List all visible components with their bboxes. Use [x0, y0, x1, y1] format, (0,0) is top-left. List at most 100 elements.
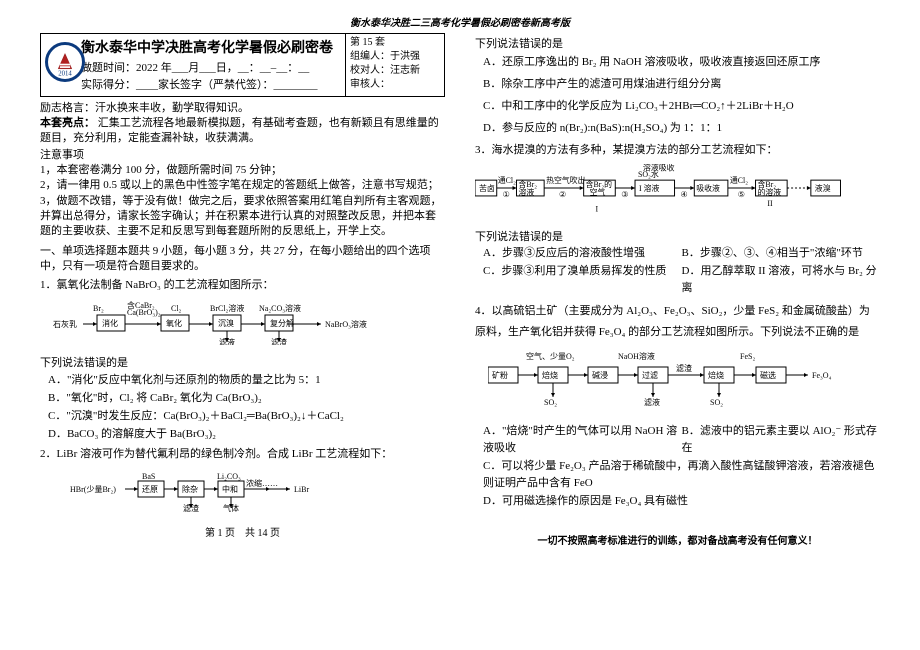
- svg-text:中和: 中和: [222, 484, 238, 494]
- svg-text:BrCl₂溶液: BrCl₂溶液: [210, 303, 244, 313]
- svg-text:Na₂CO₃溶液: Na₂CO₃溶液: [259, 303, 301, 313]
- note-item: 2，请一律用 0.5 或以上的黑色中性签字笔在规定的答题纸上做答，注意书写规范；: [40, 178, 445, 193]
- option-C: C．中和工序中的化学反应为 Li₂CO₃＋2HBr═CO₂↑＋2LiBr＋H₂O: [483, 96, 880, 117]
- notes-block: 注意事项 1，本套密卷满分 100 分，做题所需时间 75 分钟； 2，请一律用…: [40, 148, 445, 240]
- svg-text:NaOH溶液: NaOH溶液: [618, 351, 655, 361]
- question-1: 1．氯氧化法制备 NaBrO₃ 的工艺流程如图所示： text{font-siz…: [40, 278, 445, 443]
- svg-text:BaS: BaS: [142, 472, 155, 481]
- page-footer-right: 一切不按照高考标准进行的训练，都对备战高考没有任何意义！: [475, 532, 880, 547]
- option-C: C．"沉溴"时发生反应：Ca(BrO₃)₂＋BaCl₂═Ba(BrO₃)₂↓＋C…: [48, 408, 445, 425]
- notes-title: 注意事项: [40, 148, 445, 163]
- option-D: D．可用磁选操作的原因是 Fe₃O₄ 具有磁性: [483, 493, 880, 510]
- q4-stem: 4．以高硫铝土矿（主要成分为 Al₂O₃、Fe₂O₃、SiO₂，少量 FeS₂ …: [475, 301, 880, 343]
- svg-text:I 溶液: I 溶液: [639, 183, 659, 193]
- q3-stem: 3．海水提溴的方法有多种，某提溴方法的部分工艺流程如下：: [475, 143, 880, 158]
- q3-flowchart-icon: text{font-size:7.5px;font-family:SimSun}…: [475, 164, 880, 223]
- checker: 审核人：: [350, 78, 440, 92]
- set-number: 第 15 套: [350, 36, 440, 50]
- svg-text:2014: 2014: [58, 71, 72, 78]
- highlight-text: 汇集工艺流程各地最新模拟题，有基础考查题，也有新颖且有思维量的题目，充分利用，定…: [40, 117, 439, 144]
- q3-options: A．步骤③反应后的溶液酸性增强 B．步骤②、③、④相当于"浓缩"环节 C．步骤③…: [483, 245, 880, 297]
- option-B: B．"氧化"时，Cl₂ 将 CaBr₂ 氧化为 Ca(BrO₃)₂: [48, 390, 445, 407]
- option-B: B．步骤②、③、④相当于"浓缩"环节: [682, 245, 881, 262]
- q1-post: 下列说法错误的是: [40, 356, 445, 371]
- running-header: 衡水泰华决胜二三高考化学暑假必刷密卷新高考版: [0, 0, 920, 33]
- svg-text:溶液吸收: 溶液吸收: [643, 164, 675, 172]
- q3-post: 下列说法错误的是: [475, 230, 880, 245]
- q2-continued: 下列说法错误的是 A．还原工序逸出的 Br₂ 用 NaOH 溶液吸收，吸收液直接…: [475, 37, 880, 139]
- highlight-row: 本套亮点： 汇集工艺流程各地最新模拟题，有基础考查题，也有新颖且有思维量的题目，…: [40, 116, 445, 146]
- note-item: 1，本套密卷满分 100 分，做题所需时间 75 分钟；: [40, 163, 445, 178]
- svg-text:Cl₂: Cl₂: [171, 304, 182, 313]
- title-box: 2014 衡水泰华中学决胜高考化学暑假必刷密卷 做题时间：2022 年___月_…: [40, 33, 445, 97]
- svg-text:苦卤: 苦卤: [479, 183, 495, 193]
- question-2: 2．LiBr 溶液可作为替代氟利昂的绿色制冷剂。合成 LiBr 工艺流程如下： …: [40, 447, 445, 518]
- svg-text:通Cl₂: 通Cl₂: [730, 175, 748, 185]
- svg-text:SO₂: SO₂: [710, 398, 723, 407]
- page: 衡水泰华决胜二三高考化学暑假必刷密卷新高考版 2014 衡水泰华中学决胜: [0, 0, 920, 650]
- option-B: B．滤液中的铝元素主要以 AlO₂⁻ 形式存在: [682, 423, 881, 457]
- svg-text:Ca(BrO₃)₂: Ca(BrO₃)₂: [127, 308, 161, 317]
- svg-text:③: ③: [621, 190, 628, 199]
- option-A: A．步骤③反应后的溶液酸性增强: [483, 245, 682, 262]
- svg-text:消化: 消化: [102, 318, 118, 328]
- intro-block: 励志格言：汗水换来丰收，勤学取得知识。 本套亮点： 汇集工艺流程各地最新模拟题，…: [40, 101, 445, 146]
- q2-flowchart-icon: text{font-size:8px;font-family:SimSun} H…: [40, 468, 445, 517]
- svg-text:碱浸: 碱浸: [592, 371, 608, 380]
- svg-text:空气、少量O₂: 空气、少量O₂: [526, 351, 575, 361]
- option-row-CD: C．步骤③利用了溴单质易挥发的性质 D．用乙醇萃取 II 溶液，可将水与 Br₂…: [483, 263, 880, 297]
- option-D: D．参与反应的 n(Br₂):n(BaS):n(H₂SO₄) 为 1：1：1: [483, 118, 880, 139]
- svg-text:通Cl₂: 通Cl₂: [498, 175, 516, 185]
- svg-text:Fe₃O₄: Fe₃O₄: [812, 371, 832, 380]
- svg-text:溶液: 溶液: [518, 187, 534, 197]
- svg-text:焙烧: 焙烧: [708, 370, 724, 380]
- page-footer-left: 第 1 页 共 14 页: [40, 524, 445, 539]
- svg-text:氧化: 氧化: [166, 318, 182, 328]
- school-logo-icon: 2014: [45, 42, 85, 82]
- svg-text:过滤: 过滤: [642, 370, 658, 380]
- q2-stem: 2．LiBr 溶液可作为替代氟利昂的绿色制冷剂。合成 LiBr 工艺流程如下：: [40, 447, 445, 462]
- question-4: 4．以高硫铝土矿（主要成分为 Al₂O₃、Fe₂O₃、SiO₂，少量 FeS₂ …: [475, 301, 880, 510]
- svg-text:Br₂: Br₂: [93, 304, 104, 313]
- svg-text:气体: 气体: [223, 503, 239, 512]
- q4-options: A．"焙烧"时产生的气体可以用 NaOH 溶液吸收 B．滤液中的铝元素主要以 A…: [483, 423, 880, 510]
- section-1-title: 一、单项选择题本题共 9 小题，每小题 3 分，共 27 分，在每小题给出的四个…: [40, 244, 445, 274]
- q2-post: 下列说法错误的是: [475, 37, 880, 52]
- q1-options: A．"消化"反应中氧化剂与还原剂的物质的量之比为 5：1 B．"氧化"时，Cl₂…: [48, 372, 445, 443]
- svg-text:I: I: [596, 205, 599, 214]
- option-A: A．"消化"反应中氧化剂与还原剂的物质的量之比为 5：1: [48, 372, 445, 389]
- svg-text:磁选: 磁选: [760, 370, 776, 380]
- option-A: A．还原工序逸出的 Br₂ 用 NaOH 溶液吸收，吸收液直接返回还原工序: [483, 52, 880, 73]
- svg-text:LiBr: LiBr: [294, 485, 309, 494]
- svg-text:滤液: 滤液: [644, 397, 660, 407]
- note-item: 3，做题不改错，等于没有做！做完之后，要求依照答案用红笔自判所有主客观题，并算出…: [40, 194, 445, 240]
- svg-text:矿粉: 矿粉: [492, 370, 508, 380]
- svg-text:滤液: 滤液: [219, 337, 235, 345]
- svg-text:热空气吹出: 热空气吹出: [546, 175, 586, 185]
- svg-text:②: ②: [559, 190, 566, 199]
- right-column: 下列说法错误的是 A．还原工序逸出的 Br₂ 用 NaOH 溶液吸收，吸收液直接…: [475, 33, 880, 547]
- svg-text:吸收液: 吸收液: [696, 183, 720, 193]
- time-line: 做题时间：2022 年___月___日，__：__–__：__: [81, 59, 339, 75]
- motto: 励志格言：汗水换来丰收，勤学取得知识。: [40, 101, 445, 116]
- two-column-layout: 2014 衡水泰华中学决胜高考化学暑假必刷密卷 做题时间：2022 年___月_…: [0, 33, 920, 547]
- option-row-AB: A．步骤③反应后的溶液酸性增强 B．步骤②、③、④相当于"浓缩"环节: [483, 245, 880, 262]
- q1-stem: 1．氯氧化法制备 NaBrO₃ 的工艺流程如图所示：: [40, 278, 445, 293]
- svg-text:石灰乳: 石灰乳: [53, 319, 77, 329]
- svg-text:NaBrO₃溶液: NaBrO₃溶液: [325, 319, 367, 329]
- svg-text:II: II: [767, 199, 773, 208]
- svg-text:滤渣: 滤渣: [183, 503, 199, 512]
- score-line: 实际得分：____家长签字（严禁代签）：________: [81, 76, 339, 92]
- svg-text:⑤: ⑤: [738, 190, 745, 199]
- svg-text:④: ④: [680, 190, 687, 199]
- highlight-label: 本套亮点：: [40, 117, 95, 129]
- svg-text:HBr(少量Br₂): HBr(少量Br₂): [70, 485, 116, 494]
- option-B: B．除杂工序中产生的滤渣可用煤油进行组分分离: [483, 74, 880, 95]
- q4-flowchart-icon: text{font-size:8px;font-family:SimSun} 空…: [475, 349, 880, 417]
- svg-text:焙烧: 焙烧: [542, 370, 558, 380]
- q2-options: A．还原工序逸出的 Br₂ 用 NaOH 溶液吸收，吸收液直接返回还原工序 B．…: [483, 52, 880, 139]
- reviewer: 校对人：汪志新: [350, 64, 440, 78]
- title-left: 2014 衡水泰华中学决胜高考化学暑假必刷密卷 做题时间：2022 年___月_…: [41, 34, 346, 96]
- svg-text:SO₂: SO₂: [544, 398, 557, 407]
- svg-text:滤渣: 滤渣: [676, 363, 692, 373]
